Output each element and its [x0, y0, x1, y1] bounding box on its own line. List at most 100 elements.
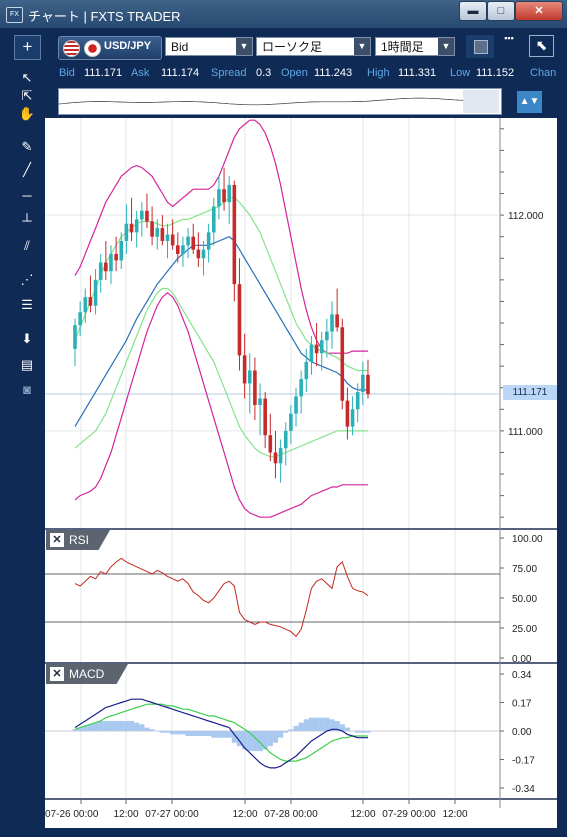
expand-arrow-button[interactable]: ⬉ — [529, 35, 554, 57]
macd-histogram-bar — [103, 720, 109, 731]
low-value: 111.152 — [476, 67, 515, 79]
trend-line-tool-icon[interactable]: ╱ — [23, 162, 31, 177]
macd-histogram-bar — [108, 720, 114, 731]
chevron-down-icon: ▼ — [438, 38, 454, 55]
macd-histogram-bar — [308, 717, 315, 731]
macd-histogram-bar — [180, 731, 186, 735]
macd-histogram-bar — [154, 731, 160, 732]
overview-line — [58, 90, 499, 113]
candle-body — [78, 312, 82, 326]
macd-histogram-bar — [319, 717, 325, 731]
time-tick-label: 12:00 — [350, 809, 375, 820]
window-title: チャート | FXTS TRADER — [28, 9, 181, 24]
macd-histogram-bar — [313, 717, 320, 731]
candle-body — [247, 370, 252, 384]
chart-type-value: ローソク足 — [262, 40, 323, 54]
rsi-tick-label: 50.00 — [512, 594, 537, 605]
macd-histogram-bar — [226, 731, 232, 738]
rsi-panel-label: RSI — [69, 533, 90, 547]
candle-body — [222, 189, 226, 203]
close-button[interactable]: ✕ — [515, 1, 563, 21]
crosshair-pointer-tool-icon[interactable]: ⇱ — [21, 88, 33, 103]
bollinger-inner-upper-line — [74, 197, 368, 372]
candle-body — [304, 361, 309, 380]
parallel-lines-tool-icon[interactable]: ⫽ — [24, 238, 30, 253]
chart-area[interactable]: 112.000 111.000 100.00 75.00 50.00 25.00 0.00 0… — [45, 118, 557, 828]
candle-body — [253, 370, 257, 405]
candle-body — [242, 355, 247, 384]
macd-histogram-bar — [298, 722, 304, 731]
candle-body — [196, 249, 201, 259]
overview-navigator[interactable] — [58, 88, 502, 115]
macd-histogram-bar — [278, 731, 284, 738]
close-icon[interactable]: ✕ — [50, 533, 64, 547]
us-flag-icon — [63, 40, 80, 57]
bid-label: Bid — [59, 67, 75, 79]
timeframe-value: 1時間足 — [381, 40, 424, 54]
macd-histogram-bar — [288, 729, 294, 731]
candle-body — [268, 435, 273, 453]
macd-histogram-bar — [118, 720, 124, 731]
horizontal-line-tool-icon[interactable]: ─ — [22, 188, 32, 203]
chart-type-select[interactable]: ローソク足 ▼ — [256, 37, 371, 56]
current-price-tag: 111.171 — [503, 385, 557, 400]
candle-body — [109, 253, 113, 272]
macd-histogram-bar — [349, 731, 356, 732]
navigator-toggle-button[interactable]: ▲▼ — [517, 91, 542, 113]
macd-histogram-bar — [216, 731, 222, 738]
macd-tick-label: 0.34 — [512, 670, 532, 681]
maximize-button[interactable]: □ — [487, 1, 515, 21]
scroll-handle-icon[interactable]: ▪▪▪ — [504, 33, 514, 43]
vertical-line-tool-icon[interactable]: ┴ — [22, 213, 32, 228]
macd-tick-label: -0.34 — [512, 784, 535, 795]
fan-tool-icon[interactable]: ⋰ — [20, 272, 34, 287]
candle-body — [191, 236, 196, 250]
bollinger-inner-lower-line — [74, 287, 368, 458]
candle-body — [160, 228, 165, 241]
macd-histogram-bar — [159, 731, 165, 733]
candle-body — [361, 374, 365, 393]
time-tick-label: 07-26 00:00 — [45, 809, 99, 820]
candle-body — [335, 314, 339, 328]
macd-tick-label: -0.17 — [512, 755, 535, 766]
macd-histogram-bar — [293, 725, 299, 731]
candle-body — [140, 210, 144, 220]
rsi-panel-tab: ✕ RSI — [46, 530, 110, 550]
chart-canvas: 112.000 111.000 100.00 75.00 50.00 25.00 0.00 0… — [45, 118, 557, 820]
camera-icon[interactable]: ◙ — [23, 382, 31, 397]
add-chart-button[interactable]: + — [14, 35, 41, 60]
candle-body — [309, 344, 314, 362]
list-icon[interactable]: ▤ — [20, 357, 34, 372]
candle-body — [114, 253, 118, 261]
time-tick-label: 12:00 — [442, 809, 467, 820]
candle-body — [217, 189, 221, 207]
timeframe-select[interactable]: 1時間足 ▼ — [375, 37, 455, 56]
macd-histogram-bar — [92, 722, 99, 731]
pointer-tool-icon[interactable]: ↖ — [21, 70, 33, 85]
navigator-window-handle[interactable] — [463, 90, 499, 113]
minimize-button[interactable]: ▬ — [459, 1, 487, 21]
price-tick-label: 111.000 — [508, 427, 543, 438]
macd-histogram-bar — [329, 719, 335, 731]
price-type-select[interactable]: Bid ▼ — [165, 37, 253, 56]
hand-tool-icon[interactable]: ✋ — [18, 106, 36, 121]
download-icon[interactable]: ⬇ — [21, 331, 33, 346]
status-strip — [45, 828, 557, 837]
fibonacci-tool-icon[interactable]: ☰ — [21, 297, 33, 312]
japan-flag-icon — [84, 40, 101, 57]
candle-body — [273, 452, 278, 464]
macd-histogram-bar — [221, 731, 227, 738]
candle-body — [129, 223, 134, 233]
candle-body — [206, 232, 211, 250]
macd-histogram-bar — [272, 731, 279, 743]
bid-value: 111.171 — [84, 67, 123, 79]
macd-histogram-bar — [242, 731, 248, 750]
candle-body — [294, 396, 298, 414]
pencil-tool-icon[interactable]: ✎ — [21, 139, 33, 154]
macd-histogram-bar — [231, 731, 237, 743]
macd-histogram-bar — [195, 731, 201, 737]
macd-histogram-bar — [334, 720, 340, 731]
macd-histogram-bar — [175, 731, 181, 735]
close-icon[interactable]: ✕ — [50, 667, 64, 681]
candle-body — [170, 234, 175, 246]
